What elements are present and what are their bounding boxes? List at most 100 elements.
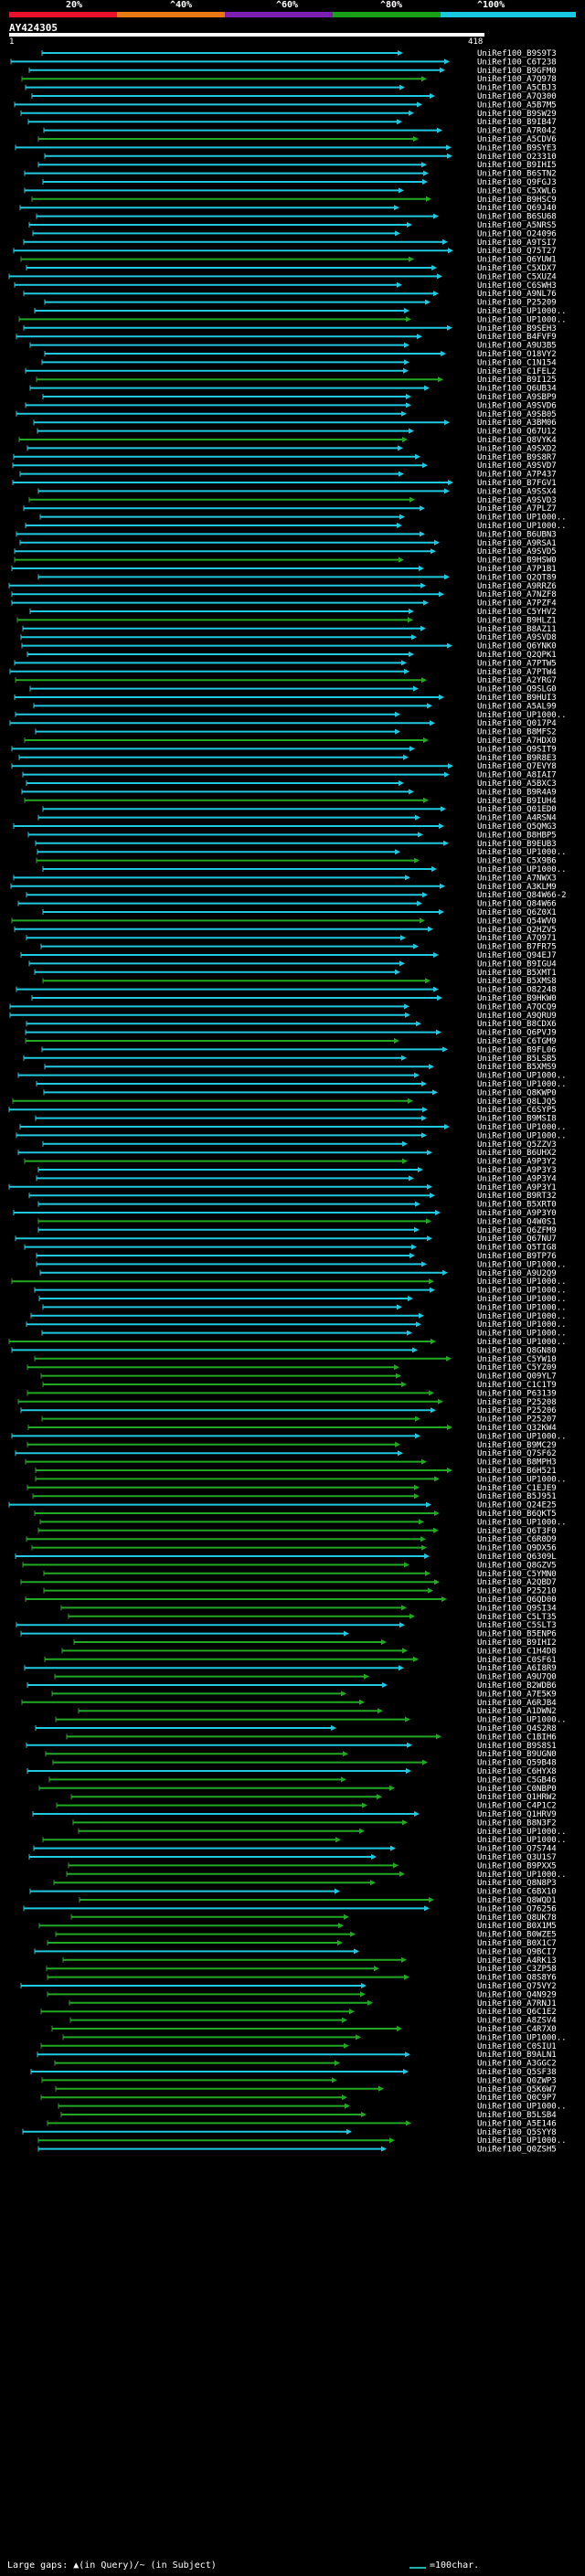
- hit-label[interactable]: UniRef100_UP1000..: [477, 711, 567, 720]
- hit-label[interactable]: UniRef100_Q6UB34: [477, 385, 557, 394]
- hit-label[interactable]: UniRef100_Q09YL7: [477, 1373, 557, 1382]
- hit-label[interactable]: UniRef100_B9IHI2: [477, 1638, 557, 1648]
- hit-label[interactable]: UniRef100_UP1000..: [477, 307, 567, 316]
- hit-label[interactable]: UniRef100_Q8UK78: [477, 1913, 557, 1923]
- hit-label[interactable]: UniRef100_P25210: [477, 1587, 557, 1596]
- hit-label[interactable]: UniRef100_B8HBP5: [477, 831, 557, 840]
- hit-label[interactable]: UniRef100_A9P3Y0: [477, 1209, 557, 1218]
- hit-label[interactable]: UniRef100_Q1HRV9: [477, 1810, 557, 1819]
- hit-label[interactable]: UniRef100_B5ENP6: [477, 1630, 557, 1639]
- hit-label[interactable]: UniRef100_A8IAI7: [477, 771, 557, 780]
- hit-label[interactable]: UniRef100_Q9FGJ3: [477, 178, 557, 187]
- hit-label[interactable]: UniRef100_UP1000..: [477, 1260, 567, 1269]
- hit-label[interactable]: UniRef100_Q3U1S7: [477, 1853, 557, 1862]
- hit-label[interactable]: UniRef100_C6TGM9: [477, 1037, 557, 1046]
- hit-label[interactable]: UniRef100_Q7EVY8: [477, 762, 557, 771]
- hit-label[interactable]: UniRef100_C5XUZ4: [477, 272, 557, 281]
- hit-label[interactable]: UniRef100_UP1000..: [477, 1131, 567, 1140]
- hit-label[interactable]: UniRef100_B9SYE3: [477, 143, 557, 153]
- hit-label[interactable]: UniRef100_A7PZF4: [477, 599, 557, 609]
- hit-label[interactable]: UniRef100_UP1000..: [477, 1287, 567, 1296]
- hit-label[interactable]: UniRef100_A7Q300: [477, 92, 557, 101]
- hit-label[interactable]: UniRef100_A9QRU9: [477, 1012, 557, 1021]
- hit-label[interactable]: UniRef100_C5YHV2: [477, 608, 557, 617]
- hit-label[interactable]: UniRef100_A7QCQ9: [477, 1002, 557, 1012]
- hit-label[interactable]: UniRef100_Q017P4: [477, 719, 557, 728]
- hit-label[interactable]: UniRef100_B9S8R7: [477, 453, 557, 462]
- hit-label[interactable]: UniRef100_A9SVD7: [477, 461, 557, 471]
- hit-label[interactable]: UniRef100_Q9BCI7: [477, 1947, 557, 1956]
- hit-label[interactable]: UniRef100_A5B7M5: [477, 101, 557, 110]
- hit-label[interactable]: UniRef100_A6I8R9: [477, 1664, 557, 1673]
- hit-label[interactable]: UniRef100_A5CBJ3: [477, 84, 557, 93]
- hit-label[interactable]: UniRef100_A9P3Y1: [477, 1183, 557, 1193]
- hit-label[interactable]: UniRef100_B9IHI5: [477, 161, 557, 170]
- hit-label[interactable]: UniRef100_Q24E25: [477, 1501, 557, 1511]
- hit-label[interactable]: UniRef100_C1BIH6: [477, 1733, 557, 1742]
- hit-label[interactable]: UniRef100_B9R4A9: [477, 788, 557, 797]
- hit-label[interactable]: UniRef100_B0WZE5: [477, 1931, 557, 1940]
- hit-label[interactable]: UniRef100_Q8LJQ5: [477, 1097, 557, 1107]
- hit-label[interactable]: UniRef100_B9IUH4: [477, 797, 557, 806]
- hit-label[interactable]: UniRef100_C5XDX7: [477, 264, 557, 273]
- hit-label[interactable]: UniRef100_B8MPH3: [477, 1458, 557, 1468]
- hit-label[interactable]: UniRef100_C6BX10: [477, 1888, 557, 1897]
- hit-label[interactable]: UniRef100_A9U2Q9: [477, 1269, 557, 1278]
- hit-label[interactable]: UniRef100_P25206: [477, 1406, 557, 1415]
- hit-label[interactable]: UniRef100_UP1000..: [477, 1716, 567, 1725]
- hit-label[interactable]: UniRef100_B9SEH3: [477, 324, 557, 334]
- hit-label[interactable]: UniRef100_A3GGC2: [477, 2060, 557, 2069]
- hit-label[interactable]: UniRef100_Q1HRW2: [477, 1793, 557, 1802]
- hit-label[interactable]: UniRef100_Q6YNK0: [477, 642, 557, 652]
- hit-label[interactable]: UniRef100_Q0C9P7: [477, 2094, 557, 2103]
- hit-label[interactable]: UniRef100_B6UHX2: [477, 1149, 557, 1158]
- hit-label[interactable]: UniRef100_B8MFS2: [477, 728, 557, 737]
- hit-label[interactable]: UniRef100_C0SIU1: [477, 2042, 557, 2051]
- hit-label[interactable]: UniRef100_Q75VY2: [477, 1982, 557, 1991]
- hit-label[interactable]: UniRef100_A9SVD8: [477, 633, 557, 642]
- hit-label[interactable]: UniRef100_A7NZF8: [477, 590, 557, 599]
- hit-label[interactable]: UniRef100_C6SYP5: [477, 1106, 557, 1115]
- hit-label[interactable]: UniRef100_Q01ED0: [477, 805, 557, 814]
- hit-label[interactable]: UniRef100_Q5ZZV3: [477, 1140, 557, 1150]
- hit-label[interactable]: UniRef100_Q6YUW1: [477, 256, 557, 265]
- hit-label[interactable]: UniRef100_B7FR75: [477, 943, 557, 952]
- hit-label[interactable]: UniRef100_Q9SIT9: [477, 745, 557, 754]
- hit-label[interactable]: UniRef100_C3ZP58: [477, 1965, 557, 1974]
- hit-label[interactable]: UniRef100_UP1000..: [477, 1518, 567, 1527]
- hit-label[interactable]: UniRef100_A2QBD7: [477, 1578, 557, 1587]
- hit-label[interactable]: UniRef100_A9SBP9: [477, 393, 557, 402]
- hit-label[interactable]: UniRef100_B9PXX5: [477, 1861, 557, 1871]
- hit-label[interactable]: UniRef100_A1DWN2: [477, 1707, 557, 1716]
- hit-label[interactable]: UniRef100_A9RRZ6: [477, 582, 557, 591]
- hit-label[interactable]: UniRef100_B9MSI8: [477, 1115, 557, 1124]
- hit-label[interactable]: UniRef100_UP1000..: [477, 1330, 567, 1339]
- hit-label[interactable]: UniRef100_B9HSC9: [477, 196, 557, 205]
- hit-label[interactable]: UniRef100_A7P1B1: [477, 565, 557, 574]
- hit-label[interactable]: UniRef100_A4RSN4: [477, 814, 557, 823]
- hit-label[interactable]: UniRef100_Q59B48: [477, 1759, 557, 1768]
- hit-label[interactable]: UniRef100_A7PTW5: [477, 659, 557, 668]
- hit-label[interactable]: UniRef100_Q8GZV5: [477, 1561, 557, 1570]
- hit-label[interactable]: UniRef100_UP1000..: [477, 848, 567, 857]
- hit-label[interactable]: UniRef100_B9UGN0: [477, 1750, 557, 1759]
- hit-label[interactable]: UniRef100_Q4S2R8: [477, 1724, 557, 1733]
- hit-label[interactable]: UniRef100_C1FEL2: [477, 367, 557, 376]
- hit-label[interactable]: UniRef100_UP1000..: [477, 2033, 567, 2042]
- hit-label[interactable]: UniRef100_Q6C1E2: [477, 2008, 557, 2017]
- hit-label[interactable]: UniRef100_Q2QT89: [477, 573, 557, 582]
- hit-label[interactable]: UniRef100_UP1000..: [477, 865, 567, 875]
- hit-label[interactable]: UniRef100_UP1000..: [477, 1475, 567, 1484]
- hit-label[interactable]: UniRef100_B4FVF9: [477, 333, 557, 342]
- hit-label[interactable]: UniRef100_A7NWX3: [477, 874, 557, 883]
- hit-label[interactable]: UniRef100_Q67U12: [477, 428, 557, 437]
- hit-label[interactable]: UniRef100_A7R042: [477, 127, 557, 136]
- hit-label[interactable]: UniRef100_B9R8E3: [477, 754, 557, 763]
- hit-label[interactable]: UniRef100_UP1000..: [477, 522, 567, 531]
- hit-label[interactable]: UniRef100_UP1000..: [477, 1836, 567, 1845]
- hit-label[interactable]: UniRef100_A9SSX4: [477, 487, 557, 496]
- hit-label[interactable]: UniRef100_Q6PVJ9: [477, 1029, 557, 1038]
- hit-label[interactable]: UniRef100_O82248: [477, 986, 557, 995]
- hit-label[interactable]: UniRef100_A5AL99: [477, 702, 557, 711]
- hit-label[interactable]: UniRef100_Q75T27: [477, 247, 557, 256]
